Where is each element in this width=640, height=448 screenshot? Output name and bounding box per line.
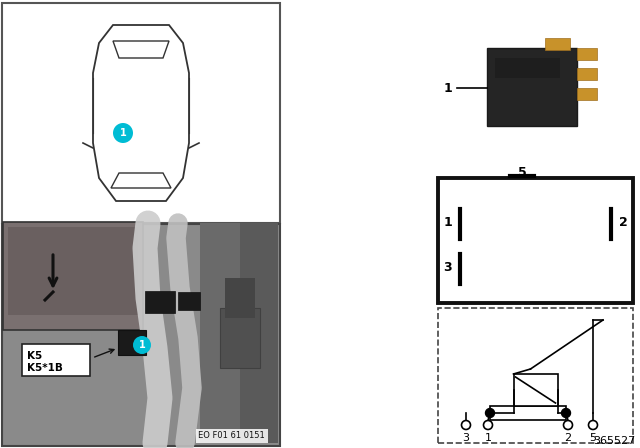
Text: 5: 5: [518, 166, 526, 179]
Bar: [545, 38, 570, 50]
Text: K5: K5: [27, 351, 42, 361]
Bar: [200, 223, 275, 443]
Bar: [438, 308, 633, 443]
Text: 2: 2: [619, 216, 627, 229]
Bar: [2, 224, 280, 446]
Bar: [438, 178, 633, 303]
Text: 5: 5: [589, 433, 596, 443]
Circle shape: [461, 421, 470, 430]
Bar: [513, 374, 557, 406]
Circle shape: [486, 409, 495, 418]
Circle shape: [589, 421, 598, 430]
Bar: [2, 3, 280, 223]
Bar: [8, 227, 138, 315]
Bar: [487, 48, 577, 126]
Text: 1: 1: [120, 128, 126, 138]
Circle shape: [113, 123, 133, 143]
Text: 3: 3: [444, 261, 452, 274]
Text: 3: 3: [463, 433, 470, 443]
Bar: [577, 88, 597, 100]
Bar: [225, 278, 255, 318]
Bar: [178, 292, 200, 310]
Text: EO F01 61 0151: EO F01 61 0151: [198, 431, 265, 440]
Bar: [495, 58, 560, 78]
Bar: [22, 344, 90, 376]
Text: 1: 1: [139, 340, 145, 350]
Bar: [118, 330, 146, 355]
Circle shape: [483, 421, 493, 430]
Text: 1: 1: [444, 82, 452, 95]
Text: 365527: 365527: [593, 436, 635, 446]
Text: 1: 1: [484, 433, 492, 443]
Bar: [490, 406, 566, 420]
Bar: [145, 291, 175, 313]
Circle shape: [563, 421, 573, 430]
Text: K5*1B: K5*1B: [27, 363, 63, 373]
Bar: [220, 308, 260, 368]
Bar: [3, 222, 143, 330]
Circle shape: [561, 409, 570, 418]
Text: 2: 2: [564, 433, 572, 443]
Bar: [240, 223, 278, 443]
Text: 1: 1: [444, 216, 452, 229]
Bar: [577, 48, 597, 60]
Bar: [577, 68, 597, 80]
Circle shape: [133, 336, 151, 354]
